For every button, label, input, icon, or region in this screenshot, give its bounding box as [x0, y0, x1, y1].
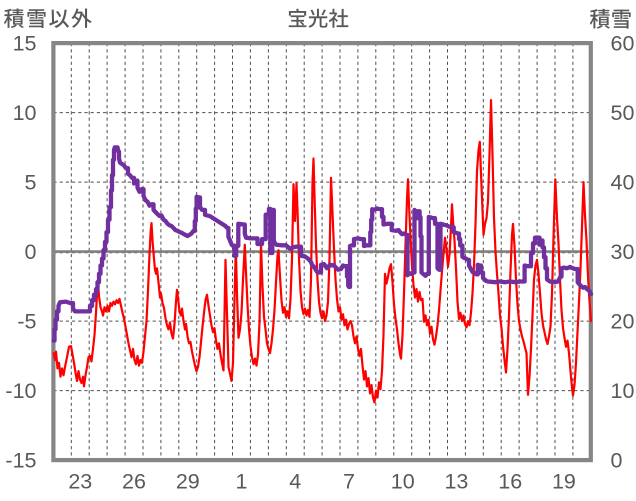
svg-text:40: 40: [611, 171, 635, 195]
svg-text:1: 1: [236, 470, 248, 494]
svg-text:-10: -10: [5, 379, 36, 403]
svg-text:26: 26: [122, 470, 146, 494]
svg-text:20: 20: [611, 310, 635, 334]
svg-text:30: 30: [611, 240, 635, 264]
svg-text:16: 16: [498, 470, 522, 494]
svg-text:10: 10: [391, 470, 415, 494]
svg-text:23: 23: [68, 470, 92, 494]
svg-text:4: 4: [289, 470, 301, 494]
svg-text:-15: -15: [5, 449, 36, 473]
svg-text:0: 0: [611, 449, 623, 473]
svg-text:7: 7: [343, 470, 355, 494]
svg-text:5: 5: [25, 171, 37, 195]
svg-text:0: 0: [25, 240, 37, 264]
svg-text:29: 29: [176, 470, 200, 494]
svg-text:10: 10: [13, 101, 37, 125]
svg-text:60: 60: [611, 32, 635, 56]
svg-text:15: 15: [13, 32, 37, 56]
svg-text:50: 50: [611, 101, 635, 125]
svg-text:19: 19: [552, 470, 576, 494]
svg-text:-5: -5: [17, 310, 36, 334]
svg-text:13: 13: [444, 470, 468, 494]
svg-text:10: 10: [611, 379, 635, 403]
